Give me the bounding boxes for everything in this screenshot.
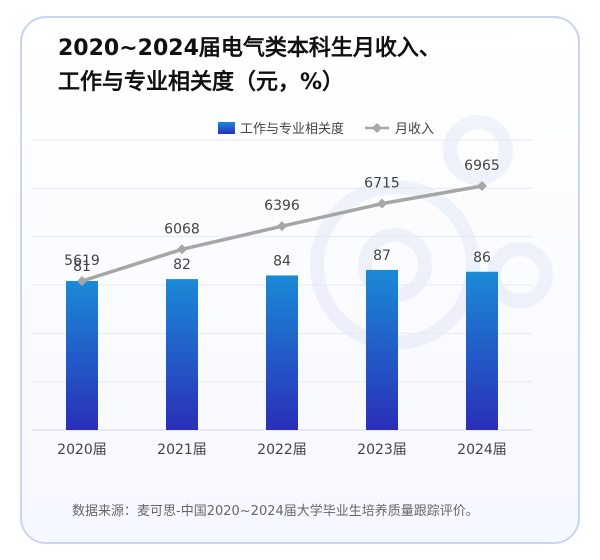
source-note: 数据来源：麦可思-中国2020~2024届大学毕业生培养质量跟踪评价。 — [72, 504, 479, 519]
bar-data-label: 81 — [73, 259, 91, 275]
line-point — [77, 276, 87, 286]
legend-line-marker — [372, 123, 382, 133]
bar — [66, 280, 98, 430]
line-data-label: 6715 — [364, 176, 400, 192]
bar — [266, 275, 298, 430]
chart-title: 2020~2024届电气类本科生月收入、 工作与专业相关度（元，%） — [58, 32, 528, 100]
legend-bar-label: 工作与专业相关度 — [240, 121, 344, 137]
line-data-label: 5619 — [64, 253, 100, 269]
chart-title-line-1: 2020~2024届电气类本科生月收入、 — [58, 36, 441, 61]
line-series — [77, 181, 487, 286]
x-tick-label: 2022届 — [257, 442, 307, 458]
line-data-labels: 5619 6068 6396 6715 6965 — [64, 158, 500, 269]
bar-series — [66, 269, 498, 430]
line-data-label: 6068 — [164, 221, 200, 237]
legend-line-label: 月收入 — [395, 122, 434, 137]
bar-data-label: 87 — [373, 248, 391, 264]
x-tick-label: 2021届 — [157, 442, 207, 458]
chart-title-line-2: 工作与专业相关度（元，%） — [58, 70, 345, 95]
line-point — [477, 181, 487, 191]
line-point — [377, 198, 387, 209]
x-axis-tick-labels: 2020届 2021届 2022届 2023届 2024届 — [57, 442, 507, 458]
bar — [366, 269, 398, 430]
x-tick-label: 2020届 — [57, 442, 107, 458]
bar-data-label: 82 — [173, 257, 191, 273]
bar-data-labels: 81 82 84 87 86 — [73, 248, 491, 275]
legend: 工作与专业相关度 月收入 — [218, 121, 434, 137]
background-gear-icon — [310, 115, 553, 350]
bar-data-label: 84 — [273, 253, 291, 269]
bar — [166, 279, 198, 430]
line-point — [177, 244, 187, 255]
line-point — [277, 221, 287, 232]
legend-bar-swatch — [218, 122, 235, 134]
x-tick-label: 2024届 — [457, 442, 507, 458]
x-tick-label: 2023届 — [357, 442, 407, 458]
bar-data-label: 86 — [473, 250, 491, 266]
bar — [466, 271, 498, 430]
line-data-label: 6396 — [264, 198, 300, 214]
line-data-label: 6965 — [464, 158, 500, 174]
